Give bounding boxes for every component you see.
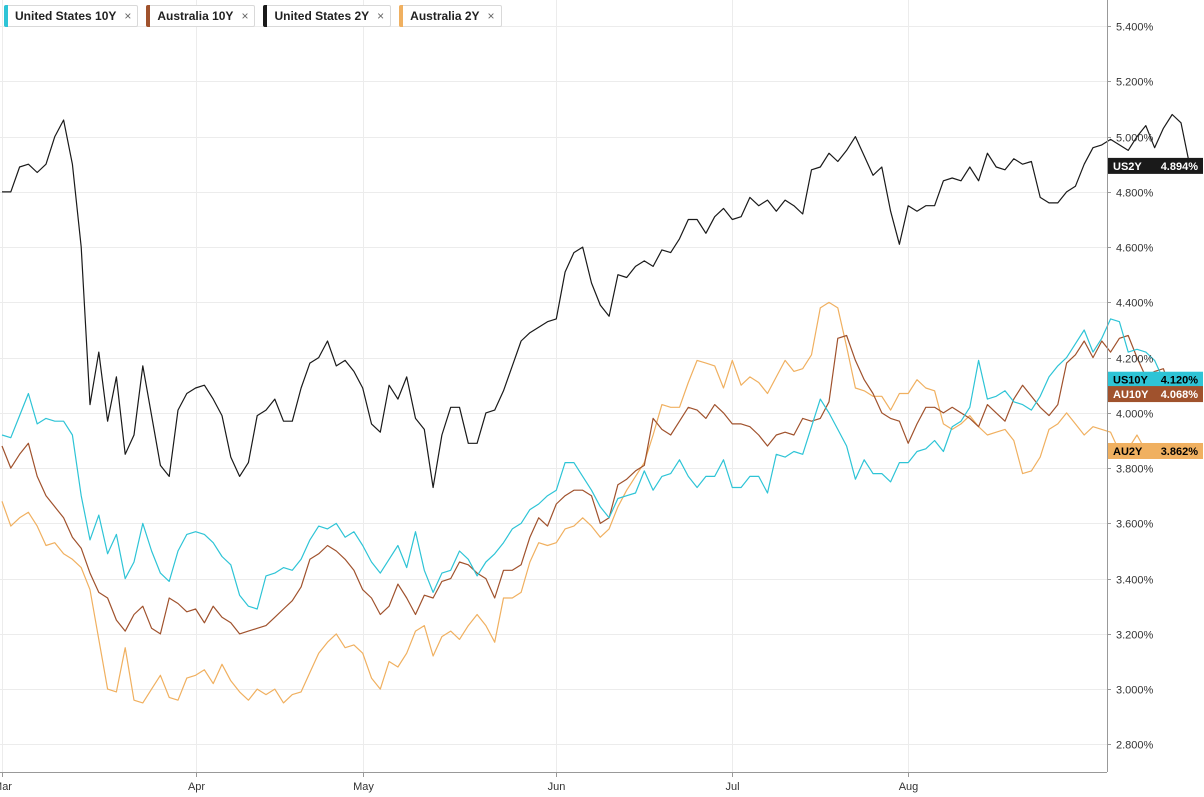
x-tick-label: Mar <box>0 781 12 793</box>
tag-series-label: US10Y <box>1113 375 1149 387</box>
legend-chip-au10y[interactable]: Australia 10Y × <box>146 5 256 27</box>
last-value-tag-au10y: AU10Y 4.068% <box>1108 386 1203 403</box>
series-line-au2y <box>1 301 1147 704</box>
y-tick-label: 3.000% <box>1116 685 1154 697</box>
legend-swatch <box>399 5 404 27</box>
legend: United States 10Y × Australia 10Y × Unit… <box>4 5 502 27</box>
tag-background <box>1108 386 1203 403</box>
tag-background <box>1108 157 1203 174</box>
y-tick-label: 4.600% <box>1116 243 1154 255</box>
x-tick-label: Jun <box>548 781 566 793</box>
legend-label: United States 2Y <box>274 9 370 23</box>
legend-swatch <box>4 5 8 27</box>
y-tick-label: 5.000% <box>1116 133 1154 145</box>
y-tick-label: 4.000% <box>1116 409 1154 421</box>
y-tick-label: 5.200% <box>1116 77 1154 89</box>
last-value-tag-au2y: AU2Y 3.862% <box>1108 442 1203 459</box>
y-tick-label: 3.400% <box>1116 575 1154 587</box>
legend-label: Australia 10Y <box>157 9 234 23</box>
tag-series-label: AU2Y <box>1113 446 1143 458</box>
tag-background <box>1108 371 1203 388</box>
legend-swatch <box>263 5 268 27</box>
y-tick-label: 4.400% <box>1116 298 1154 310</box>
close-icon[interactable]: × <box>377 9 385 23</box>
y-tick-label: 3.800% <box>1116 464 1154 476</box>
y-tick-label: 2.800% <box>1116 740 1154 752</box>
x-tick-label: Jul <box>725 781 739 793</box>
close-icon[interactable]: × <box>487 9 495 23</box>
tag-value-label: 4.120% <box>1161 375 1199 387</box>
legend-chip-us10y[interactable]: United States 10Y × <box>4 5 139 27</box>
series-line-au10y <box>1 334 1173 635</box>
tag-series-label: US2Y <box>1113 161 1142 173</box>
tag-value-label: 4.894% <box>1161 161 1199 173</box>
legend-swatch <box>146 5 151 27</box>
x-tick-label: Apr <box>188 781 205 793</box>
series-lines <box>1 113 1191 704</box>
grid-lines <box>0 0 1107 772</box>
close-icon[interactable]: × <box>241 9 249 23</box>
tag-value-label: 3.862% <box>1161 446 1199 458</box>
legend-chip-us2y[interactable]: United States 2Y × <box>263 5 392 27</box>
y-tick-label: 3.200% <box>1116 630 1154 642</box>
tag-background <box>1108 442 1203 459</box>
series-line-us2y <box>2 113 1191 489</box>
last-value-tags: US2Y 4.894% US10Y 4.120% AU10Y 4.068% AU2Y 3.86… <box>1108 157 1203 459</box>
axes: 2.800% 3.000% 3.200% 3.400% 3.600% 3.800% 4.00… <box>0 0 1154 793</box>
legend-label: Australia 2Y <box>410 9 480 23</box>
y-tick-label: 4.800% <box>1116 188 1154 200</box>
y-tick-label: 5.400% <box>1116 22 1154 34</box>
tag-series-label: AU10Y <box>1113 389 1149 401</box>
x-tick-label: May <box>353 781 374 793</box>
series-line-us10y <box>1 318 1164 610</box>
y-tick-label: 3.600% <box>1116 519 1154 531</box>
legend-chip-au2y[interactable]: Australia 2Y × <box>399 5 502 27</box>
last-value-tag-us10y: US10Y 4.120% <box>1108 371 1203 388</box>
last-value-tag-us2y: US2Y 4.894% <box>1108 157 1203 174</box>
y-tick-label: 4.200% <box>1116 354 1154 366</box>
tag-value-label: 4.068% <box>1161 389 1199 401</box>
legend-label: United States 10Y <box>15 9 117 23</box>
x-tick-label: Aug <box>899 781 919 793</box>
close-icon[interactable]: × <box>124 9 132 23</box>
